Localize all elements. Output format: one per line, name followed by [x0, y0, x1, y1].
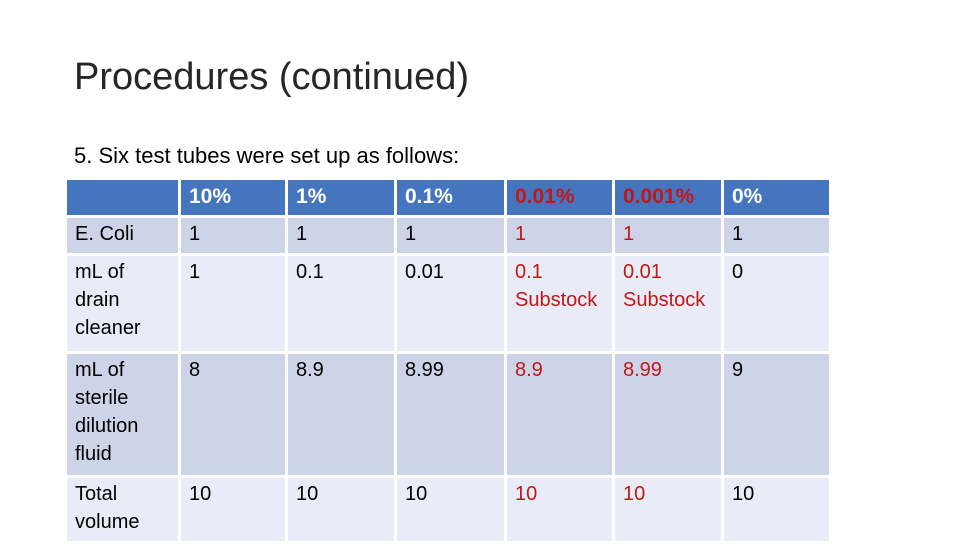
data-cell: 1 — [181, 256, 285, 351]
data-cell: 10 — [507, 478, 612, 541]
column-header-10: 10% — [181, 180, 285, 215]
row-label: Total volume — [67, 478, 178, 541]
data-cell: 10 — [615, 478, 721, 541]
column-header-0: 0% — [724, 180, 829, 215]
dilution-table: 10% 1% 0.1% 0.01% 0.001% 0% E. Coli 1 1 1 1 1 1 mL o… — [64, 177, 832, 544]
column-header-001: 0.01% — [507, 180, 612, 215]
data-cell: 0.1 Substock — [507, 256, 612, 351]
table-header: 10% 1% 0.1% 0.01% 0.001% 0% — [67, 180, 829, 215]
slide-title: Procedures (continued) — [74, 56, 469, 98]
data-cell: 8 — [181, 354, 285, 475]
data-cell: 1 — [724, 218, 829, 253]
data-cell: 1 — [615, 218, 721, 253]
data-cell: 1 — [397, 218, 504, 253]
data-cell: 0.01 — [397, 256, 504, 351]
table-row: mL of drain cleaner 1 0.1 0.01 0.1 Substock 0… — [67, 256, 829, 351]
data-cell: 10 — [397, 478, 504, 541]
table-body: E. Coli 1 1 1 1 1 1 mL of drain cleaner 1 0.1 0.01… — [67, 218, 829, 541]
data-cell: 8.9 — [288, 354, 394, 475]
table-header-row: 10% 1% 0.1% 0.01% 0.001% 0% — [67, 180, 829, 215]
data-cell: 0.01 Substock — [615, 256, 721, 351]
row-label: mL of sterile dilution fluid — [67, 354, 178, 475]
column-header-1: 1% — [288, 180, 394, 215]
data-cell: 10 — [181, 478, 285, 541]
column-header-blank — [67, 180, 178, 215]
data-cell: 9 — [724, 354, 829, 475]
data-cell: 1 — [288, 218, 394, 253]
data-cell: 8.9 — [507, 354, 612, 475]
data-cell: 0 — [724, 256, 829, 351]
column-header-01: 0.1% — [397, 180, 504, 215]
table-row: mL of sterile dilution fluid 8 8.9 8.99 8.9 8… — [67, 354, 829, 475]
table-row: E. Coli 1 1 1 1 1 1 — [67, 218, 829, 253]
row-label: mL of drain cleaner — [67, 256, 178, 351]
data-cell: 8.99 — [615, 354, 721, 475]
data-cell: 10 — [724, 478, 829, 541]
data-cell: 10 — [288, 478, 394, 541]
data-cell: 8.99 — [397, 354, 504, 475]
slide-subtitle: 5. Six test tubes were set up as follows… — [74, 143, 460, 168]
data-cell: 0.1 — [288, 256, 394, 351]
table-row: Total volume 10 10 10 10 10 10 — [67, 478, 829, 541]
row-label: E. Coli — [67, 218, 178, 253]
column-header-0001: 0.001% — [615, 180, 721, 215]
data-cell: 1 — [507, 218, 612, 253]
data-cell: 1 — [181, 218, 285, 253]
